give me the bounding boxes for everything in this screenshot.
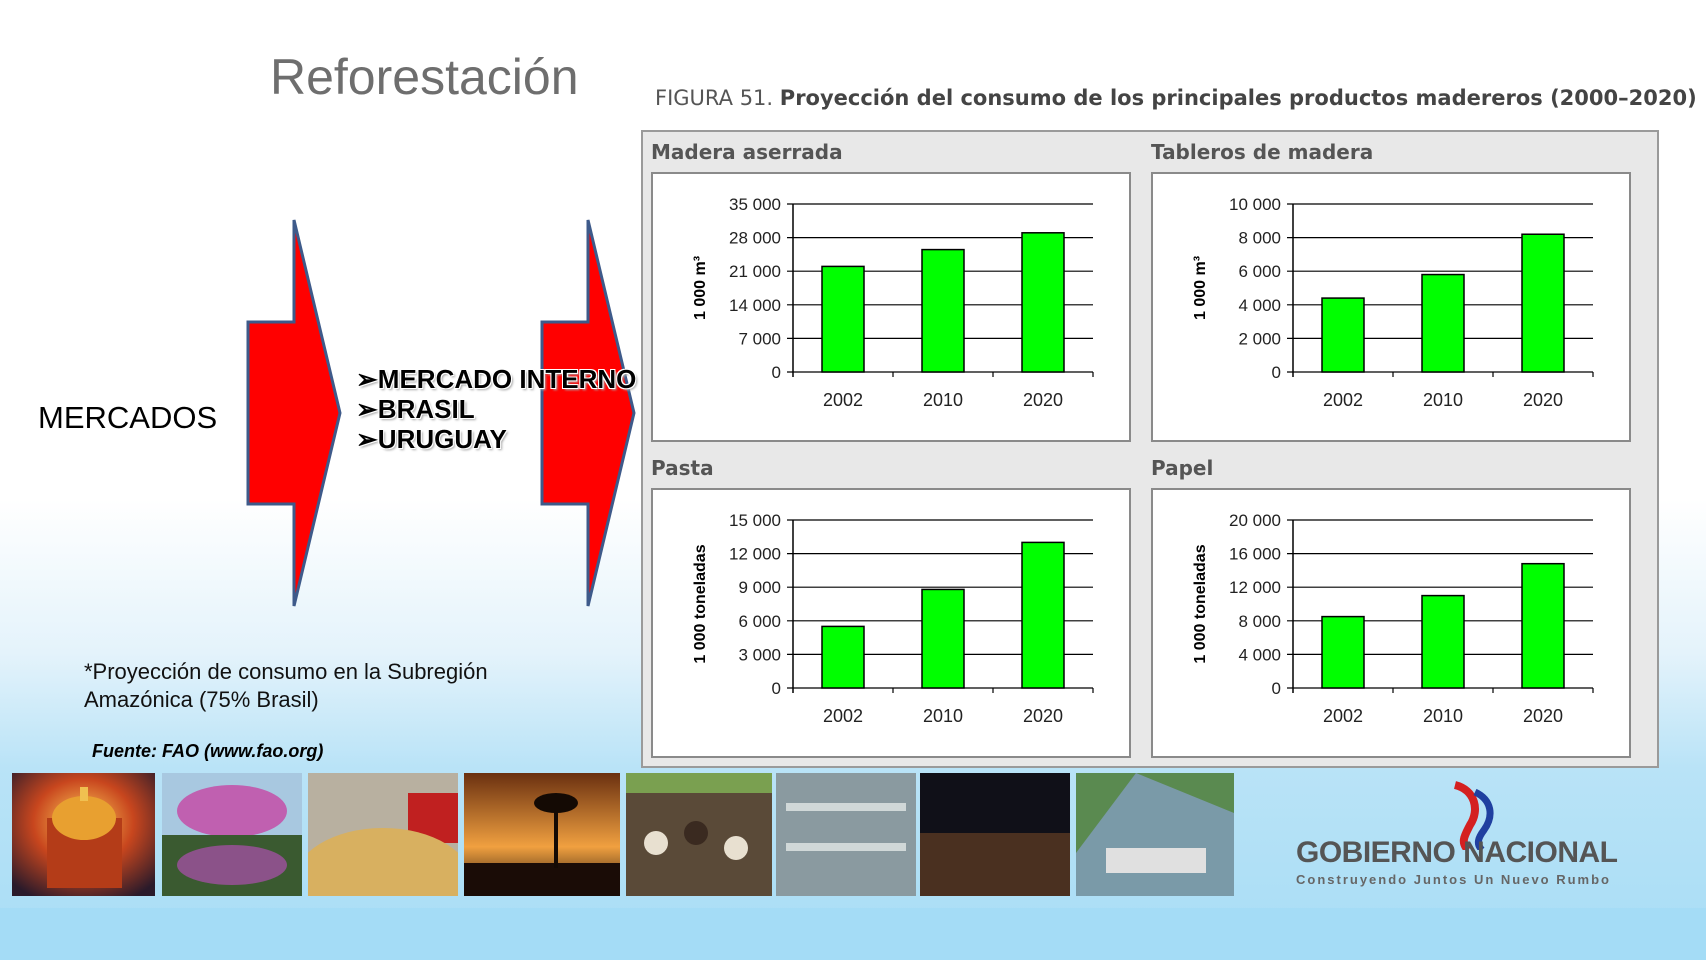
- y-tick-label: 20 000: [1229, 511, 1281, 530]
- y-tick-label: 0: [772, 679, 781, 698]
- y-axis-label: 1 000 m³: [692, 256, 709, 320]
- x-tick-label: 2010: [1423, 706, 1463, 726]
- bar: [1021, 232, 1065, 373]
- y-axis-label: 1 000 toneladas: [692, 544, 709, 663]
- soybean-harvest-photo: [308, 773, 458, 896]
- factory-workers-photo: [776, 773, 916, 896]
- palace-photo: [12, 773, 155, 896]
- y-tick-label: 35 000: [729, 195, 781, 214]
- y-tick-label: 21 000: [729, 262, 781, 281]
- bar: [1321, 615, 1365, 689]
- y-tick-label: 6 000: [1238, 262, 1281, 281]
- y-tick-label: 2 000: [1238, 329, 1281, 348]
- right-arrow-shape: [246, 219, 342, 607]
- y-axis-label: 1 000 toneladas: [1192, 544, 1209, 663]
- bar-chart-tableros: 1 000 m³ 0 2 000 4 000 6 000 8 000 10 000 2002 2…: [1192, 195, 1594, 410]
- x-tick-label: 2010: [923, 390, 963, 410]
- logo-name: GOBIERNO NACIONAL: [1296, 836, 1618, 869]
- bar: [921, 248, 965, 373]
- bar-chart-madera: 1 000 m³ 0 7 000 14 000 21 000 28 000 35 000 20…: [692, 195, 1094, 410]
- x-tick-label: 2002: [1323, 390, 1363, 410]
- logo-tagline: Construyendo Juntos Un Nuevo Rumbo: [1296, 872, 1611, 887]
- x-tick-label: 2002: [823, 390, 863, 410]
- bar-chart-pasta: 1 000 toneladas 0 3 000 6 000 9 000 12 000 15 …: [692, 511, 1094, 726]
- x-tick-label: 2002: [1323, 706, 1363, 726]
- flag-swoosh-icon: [1453, 781, 1494, 850]
- chart-panel-pasta: Pasta 1 000 toneladas 0 3 000 6 000 9 000 12 …: [643, 448, 1143, 760]
- x-tick-label: 2020: [1523, 390, 1563, 410]
- x-tick-label: 2020: [1023, 706, 1063, 726]
- bar: [1321, 297, 1365, 373]
- bar: [1021, 541, 1065, 689]
- arrow-bullet-icon: ➢: [356, 364, 378, 394]
- figure-panel-grid: Madera aserrada 1 000 m³ 0 7 000 14 000 21 0…: [641, 130, 1659, 768]
- bullet-item: ➢URUGUAY: [356, 424, 507, 454]
- y-tick-label: 3 000: [738, 645, 781, 664]
- y-tick-label: 6 000: [738, 612, 781, 631]
- cattle-herd-photo: [626, 773, 772, 896]
- markets-bullet-list: ➢MERCADO INTERNO ➢BRASIL ➢URUGUAY: [356, 364, 636, 454]
- footer-band: [0, 908, 1706, 960]
- lapacho-tree-photo: [162, 773, 302, 896]
- y-tick-label: 12 000: [729, 545, 781, 564]
- bullet-item: ➢BRASIL: [356, 394, 475, 424]
- x-tick-label: 2020: [1023, 390, 1063, 410]
- river-barge-photo: [1076, 773, 1234, 896]
- bar: [1421, 594, 1465, 689]
- y-tick-label: 28 000: [729, 229, 781, 248]
- x-tick-label: 2002: [823, 706, 863, 726]
- y-tick-label: 12 000: [1229, 578, 1281, 597]
- gobierno-nacional-logo: GOBIERNO NACIONAL Construyendo Juntos Un…: [1290, 780, 1620, 890]
- bar: [1521, 233, 1565, 373]
- y-tick-label: 16 000: [1229, 545, 1281, 564]
- y-tick-label: 4 000: [1238, 296, 1281, 315]
- x-tick-label: 2010: [923, 706, 963, 726]
- night-port-photo: [920, 773, 1070, 896]
- mercados-label: MERCADOS: [38, 400, 218, 435]
- y-tick-label: 0: [1272, 363, 1281, 382]
- y-tick-label: 10 000: [1229, 195, 1281, 214]
- y-axis-label: 1 000 m³: [1192, 256, 1209, 320]
- slide-title: Reforestación: [270, 49, 579, 105]
- y-tick-label: 7 000: [738, 329, 781, 348]
- bar: [821, 265, 865, 373]
- chart-panel-papel: Papel 1 000 toneladas 0 4 000 8 000 12 000 16…: [1143, 448, 1643, 760]
- y-tick-label: 8 000: [1238, 612, 1281, 631]
- chart-title: Pasta: [651, 456, 714, 480]
- chart-title: Tableros de madera: [1151, 140, 1374, 164]
- arrow-bullet-icon: ➢: [356, 424, 378, 454]
- bar: [921, 588, 965, 689]
- y-tick-label: 0: [772, 363, 781, 382]
- x-tick-label: 2010: [1423, 390, 1463, 410]
- source-citation: Fuente: FAO (www.fao.org): [92, 741, 324, 761]
- y-tick-label: 15 000: [729, 511, 781, 530]
- y-tick-label: 0: [1272, 679, 1281, 698]
- y-tick-label: 4 000: [1238, 645, 1281, 664]
- arrow-bullet-icon: ➢: [356, 394, 378, 424]
- projection-note: *Proyección de consumo en la Subregión A…: [84, 659, 488, 712]
- figure-caption: FIGURA 51. Proyección del consumo de los…: [655, 86, 1697, 110]
- bar-chart-papel: 1 000 toneladas 0 4 000 8 000 12 000 16 000 20…: [1192, 511, 1594, 726]
- sunset-palms-photo: [464, 773, 620, 896]
- bullet-item: ➢MERCADO INTERNO: [356, 364, 637, 394]
- right-arrow-shape-2: [540, 219, 636, 607]
- bar: [821, 625, 865, 689]
- bar: [1521, 562, 1565, 689]
- chart-title: Papel: [1151, 456, 1214, 480]
- x-tick-label: 2020: [1523, 706, 1563, 726]
- chart-title: Madera aserrada: [651, 140, 843, 164]
- bar: [1421, 273, 1465, 373]
- y-tick-label: 9 000: [738, 578, 781, 597]
- y-tick-label: 14 000: [729, 296, 781, 315]
- chart-panel-madera: Madera aserrada 1 000 m³ 0 7 000 14 000 21 0…: [643, 132, 1143, 444]
- y-tick-label: 8 000: [1238, 229, 1281, 248]
- chart-panel-tableros: Tableros de madera 1 000 m³ 0 2 000 4 000 6 …: [1143, 132, 1643, 444]
